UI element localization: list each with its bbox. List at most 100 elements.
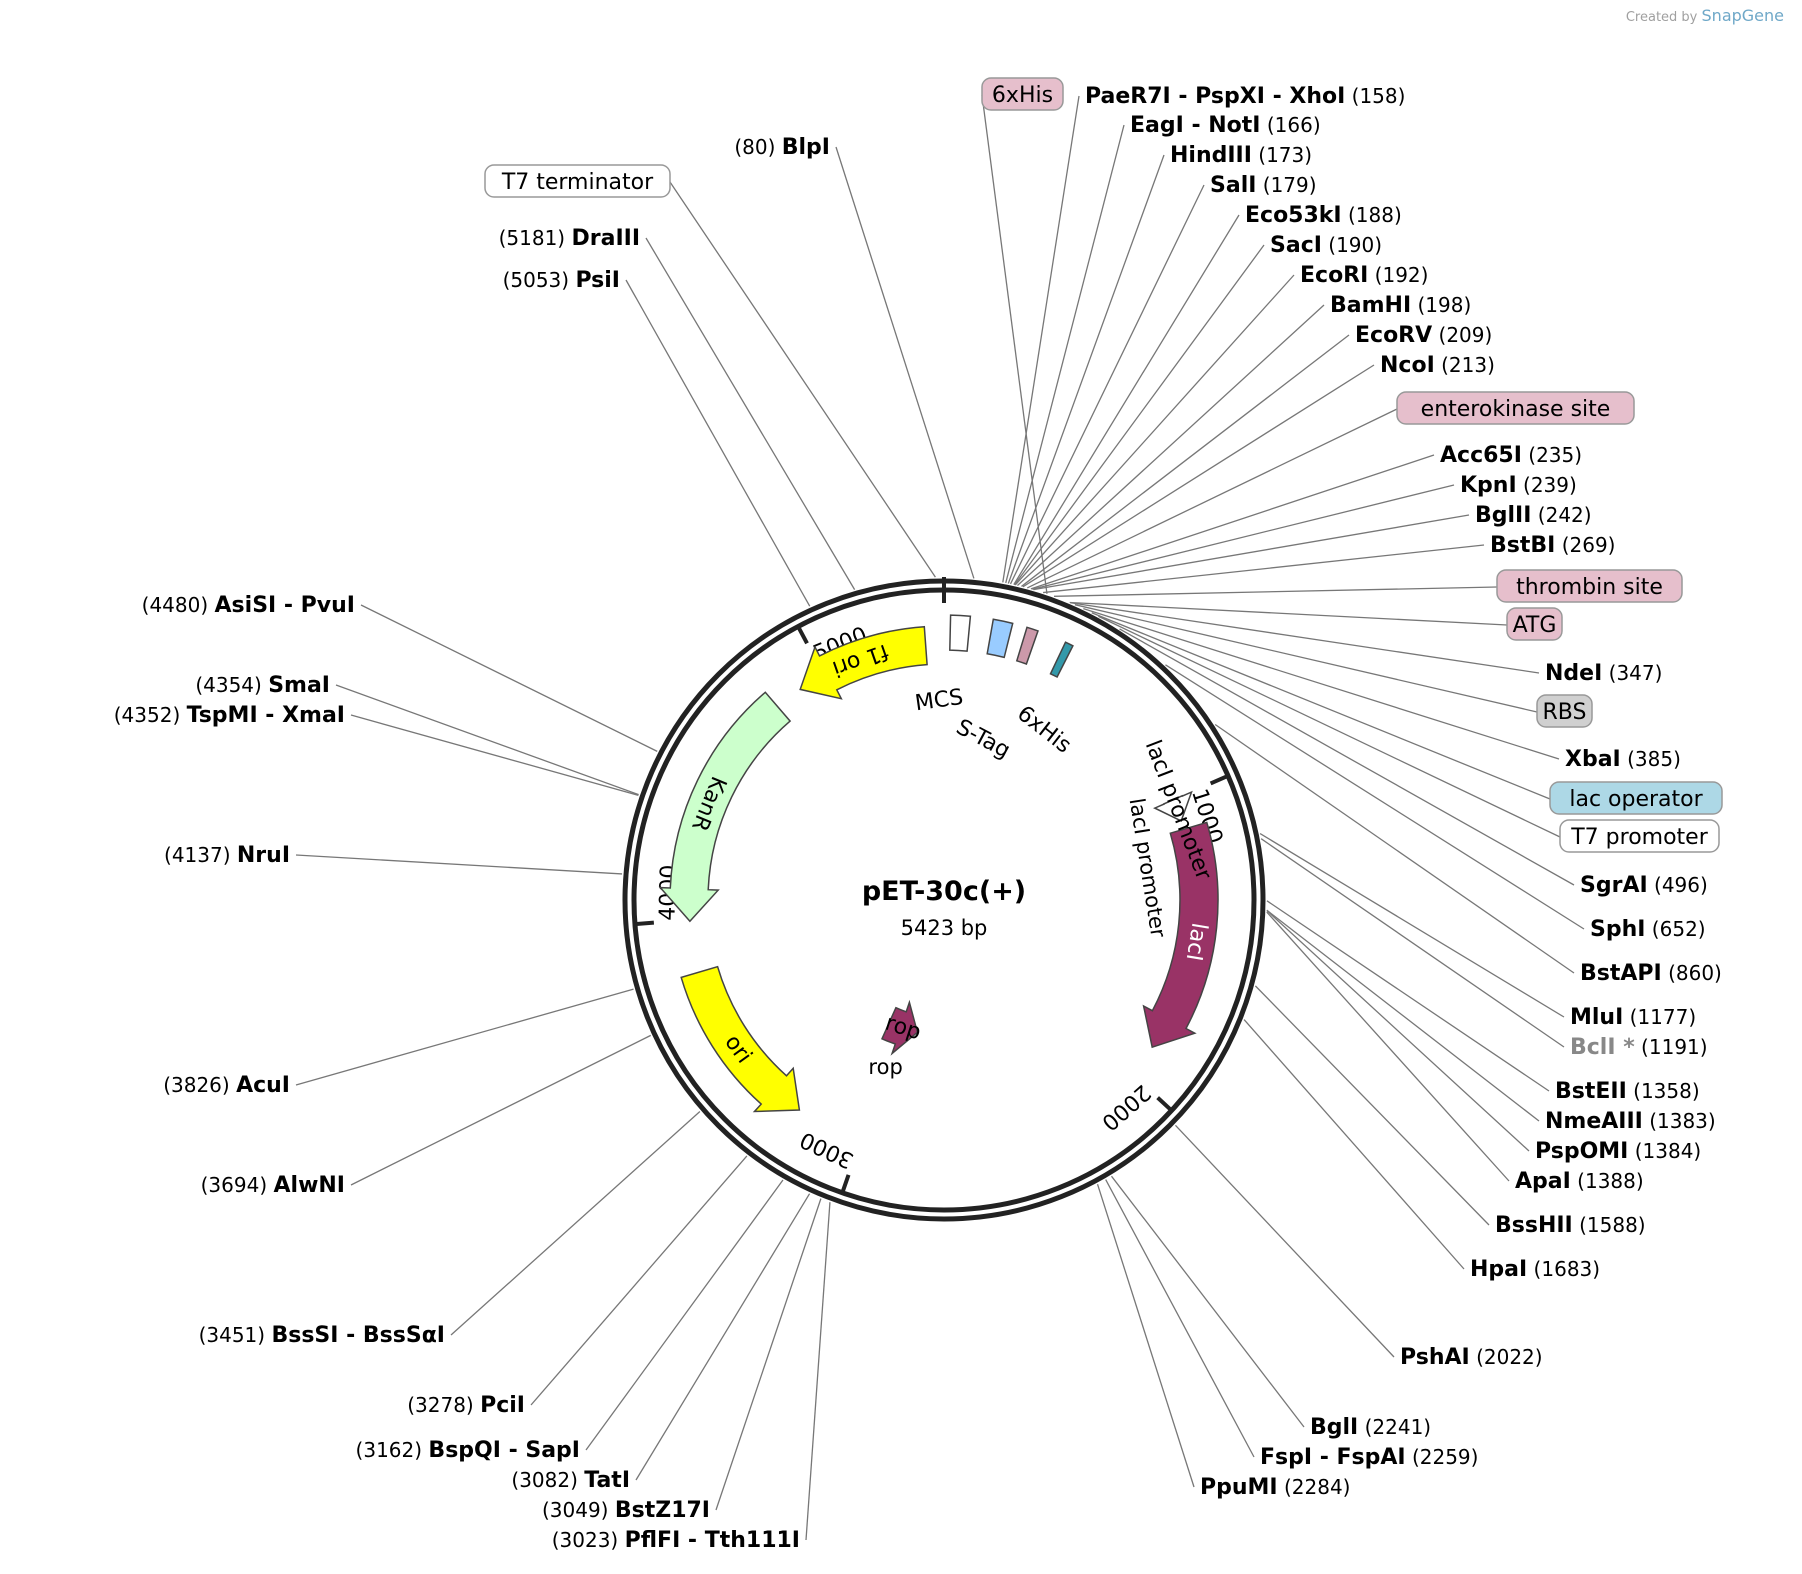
- site-label: EcoRI (192): [1300, 263, 1428, 288]
- tick-mark: [840, 1174, 851, 1195]
- feature-tag-label: T7 promoter: [1570, 825, 1708, 850]
- small-feature: [1015, 626, 1039, 665]
- site-label: PpuMI (2284): [1200, 1475, 1351, 1500]
- leader-line: [350, 714, 639, 796]
- leader-line: [835, 146, 975, 579]
- tick-mark: [795, 624, 809, 645]
- leader-line: [1030, 454, 1435, 590]
- leader-line: [1096, 1183, 1195, 1488]
- feature-tag-label: thrombin site: [1516, 575, 1663, 600]
- feature-arrow-laci-promoter: [1153, 790, 1193, 822]
- feature-tag-label: ATG: [1513, 613, 1557, 638]
- small-feature: [949, 614, 972, 652]
- leader-line: [585, 1179, 784, 1451]
- leader-line: [1070, 602, 1540, 674]
- leader-line: [635, 1193, 811, 1481]
- leader-line: [625, 279, 811, 607]
- site-label: FspI - FspAI (2259): [1260, 1445, 1478, 1470]
- feature-tag-label: lac operator: [1569, 787, 1703, 812]
- leader-line: [669, 181, 936, 578]
- feature-arrow-rop: [881, 999, 919, 1056]
- leader-line: [350, 1034, 652, 1186]
- site-label: PaeR7I - PspXI - XhoI (158): [1085, 84, 1405, 109]
- site-label: NdeI (347): [1545, 661, 1662, 686]
- site-label: NcoI (213): [1380, 353, 1495, 378]
- feature-tag: [1506, 607, 1563, 641]
- leader-line: [1022, 364, 1375, 588]
- leader-line: [1098, 615, 1561, 838]
- feature-tag: [484, 164, 671, 198]
- feature-tag: [1549, 781, 1723, 815]
- leader-line: [530, 1155, 748, 1406]
- site-label: EcoRV (209): [1355, 323, 1492, 348]
- leader-line: [1174, 1124, 1395, 1358]
- feature-tag: [1559, 819, 1720, 853]
- leader-line: [1054, 586, 1498, 597]
- leader-line: [1243, 1019, 1465, 1270]
- site-label: BclI * (1191): [1570, 1035, 1708, 1060]
- feature-tag-label: enterokinase site: [1421, 397, 1611, 422]
- tick-mark: [1156, 1096, 1174, 1113]
- site-label: BstAPI (860): [1580, 961, 1722, 986]
- site-label: BglII (242): [1475, 503, 1592, 528]
- site-label: EagI - NotI (166): [1130, 113, 1321, 138]
- site-label: HpaI (1683): [1470, 1257, 1600, 1282]
- site-label: (3451) BssSI - BssSαI: [199, 1323, 445, 1348]
- leader-line: [1009, 184, 1205, 585]
- leader-line: [360, 604, 658, 752]
- site-label: BssHII (1588): [1495, 1213, 1646, 1238]
- site-label: SalI (179): [1210, 173, 1317, 198]
- leader-line: [805, 1202, 831, 1541]
- site-label: BamHI (198): [1330, 293, 1471, 318]
- site-label: Eco53kI (188): [1245, 203, 1402, 228]
- site-labels: PaeR7I - PspXI - XhoI (158) EagI - NotI (…: [114, 77, 1723, 1553]
- leader-line: [1105, 1179, 1255, 1458]
- leader-line: [1266, 909, 1540, 1122]
- site-label: PspOMI (1384): [1535, 1139, 1701, 1164]
- leader-line: [1021, 334, 1350, 587]
- leader-line: [1083, 607, 1560, 760]
- leader-line: [1042, 544, 1485, 594]
- site-label: NmeAIII (1383): [1545, 1109, 1716, 1134]
- site-label: SgrAI (496): [1580, 873, 1708, 898]
- feature-tag: [981, 77, 1064, 111]
- leader-line: [715, 1198, 822, 1511]
- site-label: HindIII (173): [1170, 143, 1312, 168]
- feature-label: lacI promoter: [1125, 796, 1171, 939]
- site-label: (80) BlpI: [734, 135, 830, 160]
- site-label: (3049) BstZ17I: [542, 1498, 710, 1523]
- leader-line: [1260, 838, 1565, 1048]
- site-label: BstEII (1358): [1555, 1079, 1700, 1104]
- leader-line: [1033, 514, 1470, 591]
- site-label: (3082) TatI: [511, 1468, 630, 1493]
- feature-label: lacI: [1181, 921, 1212, 963]
- feature-tag: [1396, 391, 1635, 425]
- leader-line: [1014, 274, 1295, 586]
- site-label: (4137) NruI: [164, 843, 290, 868]
- site-label: BglI (2241): [1310, 1415, 1431, 1440]
- site-label: (3826) AcuI: [163, 1073, 290, 1098]
- site-label: KpnI (239): [1460, 473, 1577, 498]
- feature-tag: [1496, 569, 1683, 603]
- tick-label: 3000: [796, 1126, 857, 1172]
- small-feature-label: 6xHis: [1012, 701, 1076, 758]
- site-label: BstBI (269): [1490, 533, 1615, 558]
- site-label: XbaI (385): [1565, 747, 1681, 772]
- leader-line: [450, 1111, 701, 1336]
- site-label: Acc65I (235): [1440, 443, 1582, 468]
- plasmid-size: 5423 bp: [901, 916, 988, 940]
- tick-label: 2000: [1096, 1079, 1155, 1135]
- leader-line: [1032, 484, 1455, 590]
- leader-line: [645, 237, 856, 590]
- leader-line: [1017, 304, 1325, 586]
- site-label: (3023) PflFI - Tth111I: [552, 1528, 800, 1553]
- plasmid-name: pET-30c(+): [862, 876, 1026, 907]
- feature-arrow-laci: [1142, 821, 1219, 1049]
- small-feature: [1049, 641, 1074, 679]
- leader-line: [1074, 604, 1538, 713]
- leader-line: [1259, 833, 1565, 1018]
- leader-line: [981, 94, 1048, 594]
- backbone-ring: [622, 577, 1266, 1222]
